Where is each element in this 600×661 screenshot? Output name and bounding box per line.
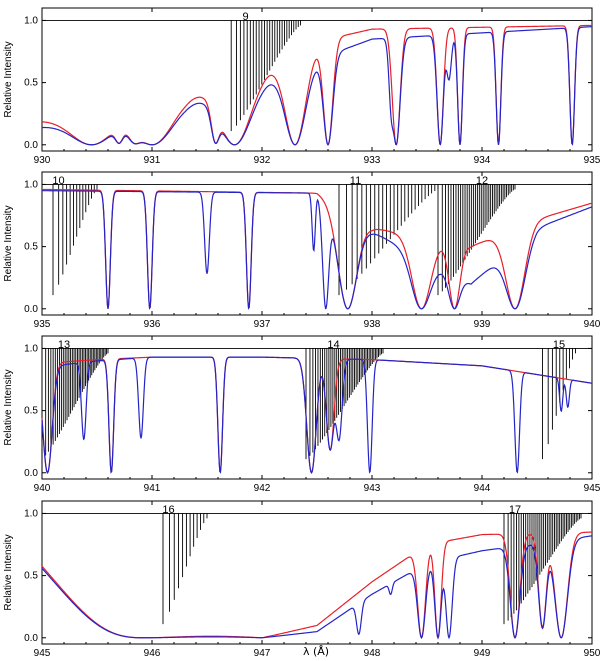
x-tick-label: 942 bbox=[254, 483, 271, 494]
x-tick-label: 948 bbox=[364, 648, 381, 659]
x-tick-label: 937 bbox=[254, 319, 271, 330]
x-tick-label: 931 bbox=[144, 155, 161, 166]
x-tick-label: 939 bbox=[474, 319, 491, 330]
x-tick-label: 935 bbox=[34, 319, 51, 330]
blue-model-curve bbox=[41, 190, 593, 310]
band-annotation: 12 bbox=[476, 175, 488, 187]
spectrum-panel: 935 936 937 938 939 940 0.0 0.5 1.0 Relative Inte… bbox=[3, 171, 600, 330]
band-annotation: 16 bbox=[162, 504, 174, 516]
x-tick-label: 941 bbox=[144, 483, 161, 494]
x-tick-label: 940 bbox=[584, 319, 600, 330]
x-tick-label: 946 bbox=[144, 648, 161, 659]
x-tick-label: 932 bbox=[254, 155, 271, 166]
y-axis-label: Relative Intensity bbox=[3, 534, 14, 610]
x-tick-label: 936 bbox=[144, 319, 161, 330]
x-tick-label: 945 bbox=[34, 648, 51, 659]
y-tick-label: 1.0 bbox=[24, 343, 38, 354]
y-tick-label: 1.0 bbox=[24, 508, 38, 519]
y-tick-label: 0.0 bbox=[24, 468, 38, 479]
y-tick-label: 0.0 bbox=[24, 140, 38, 151]
band-annotation: 9 bbox=[242, 11, 248, 23]
y-axis-label: Relative Intensity bbox=[3, 369, 14, 445]
x-tick-label: 934 bbox=[474, 155, 491, 166]
blue-model-curve bbox=[41, 535, 593, 640]
x-tick-label: 933 bbox=[364, 155, 381, 166]
spectrum-panel: 945 946 947 948 949 950 0.0 0.5 1.0 Relative Inte… bbox=[3, 500, 600, 659]
x-tick-label: 944 bbox=[474, 483, 491, 494]
x-tick-label: 935 bbox=[584, 155, 600, 166]
panels-group: 930 931 932 933 934 935 0.0 0.5 1.0 Relative Inte… bbox=[3, 7, 600, 659]
band-annotation: 13 bbox=[58, 339, 70, 351]
y-tick-label: 0.5 bbox=[24, 571, 38, 582]
y-axis-label: Relative Intensity bbox=[3, 41, 14, 117]
y-tick-label: 0.5 bbox=[24, 78, 38, 89]
y-tick-label: 0.0 bbox=[24, 304, 38, 315]
y-tick-label: 0.5 bbox=[24, 406, 38, 417]
x-tick-label: 945 bbox=[584, 483, 600, 494]
band-annotation: 10 bbox=[52, 175, 64, 187]
plot-frame bbox=[41, 171, 593, 316]
blue-model-curve bbox=[41, 356, 593, 474]
y-tick-label: 0.5 bbox=[24, 242, 38, 253]
band-annotation: 15 bbox=[553, 339, 565, 351]
plot-frame bbox=[41, 7, 593, 152]
y-tick-label: 1.0 bbox=[24, 15, 38, 26]
band-annotation: 14 bbox=[327, 339, 339, 351]
x-tick-label: 938 bbox=[364, 319, 381, 330]
y-axis-label: Relative Intensity bbox=[3, 205, 14, 281]
spectrum-panel: 940 941 942 943 944 945 0.0 0.5 1.0 Relative Inte… bbox=[3, 335, 600, 494]
red-model-curve bbox=[41, 24, 593, 146]
plot-frame bbox=[41, 500, 593, 645]
x-axis-label: λ (Å) bbox=[303, 645, 329, 658]
band-annotation: 11 bbox=[350, 175, 361, 187]
x-tick-label: 943 bbox=[364, 483, 381, 494]
y-tick-label: 0.0 bbox=[24, 633, 38, 644]
x-tick-label: 950 bbox=[584, 648, 600, 659]
spectrum-panel: 930 931 932 933 934 935 0.0 0.5 1.0 Relative Inte… bbox=[3, 7, 600, 166]
x-tick-label: 930 bbox=[34, 155, 51, 166]
red-model-curve bbox=[41, 188, 593, 310]
x-tick-label: 940 bbox=[34, 483, 51, 494]
y-tick-label: 1.0 bbox=[24, 179, 38, 190]
x-tick-label: 947 bbox=[254, 648, 271, 659]
band-annotation: 17 bbox=[509, 504, 521, 516]
red-model-curve bbox=[41, 531, 593, 640]
blue-model-curve bbox=[41, 26, 593, 146]
x-tick-label: 949 bbox=[474, 648, 491, 659]
